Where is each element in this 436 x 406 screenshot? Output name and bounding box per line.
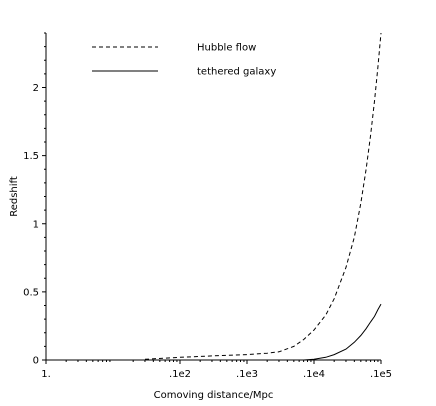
legend: Hubble flow tethered galaxy bbox=[92, 43, 276, 78]
y-tick-label: 0 bbox=[33, 356, 39, 367]
y-axis-title: Redshift bbox=[9, 176, 20, 217]
legend-label-hubble-flow: Hubble flow bbox=[197, 43, 256, 54]
axes: 0 0.5 1 1.5 2 1. .1e2 .1e3 .1e4 .1e5 bbox=[23, 32, 392, 380]
x-tick-label: .1e2 bbox=[169, 369, 191, 380]
series-line-hubble-flow bbox=[144, 32, 382, 360]
x-tick-label: .1e3 bbox=[236, 369, 258, 380]
series-layer bbox=[144, 32, 382, 361]
series-line-tethered-galaxy bbox=[145, 303, 382, 361]
x-axis-title: Comoving distance/Mpc bbox=[154, 390, 274, 401]
x-tick-label: .1e5 bbox=[370, 369, 392, 380]
y-tick-label: 1.5 bbox=[23, 151, 39, 162]
y-tick-label: 1 bbox=[33, 219, 39, 230]
y-tick-label: 2 bbox=[33, 83, 39, 94]
legend-label-tethered-galaxy: tethered galaxy bbox=[197, 67, 276, 78]
x-tick-label: 1. bbox=[41, 369, 51, 380]
y-tick-label: 0.5 bbox=[23, 287, 39, 298]
x-tick-label: .1e4 bbox=[303, 369, 325, 380]
